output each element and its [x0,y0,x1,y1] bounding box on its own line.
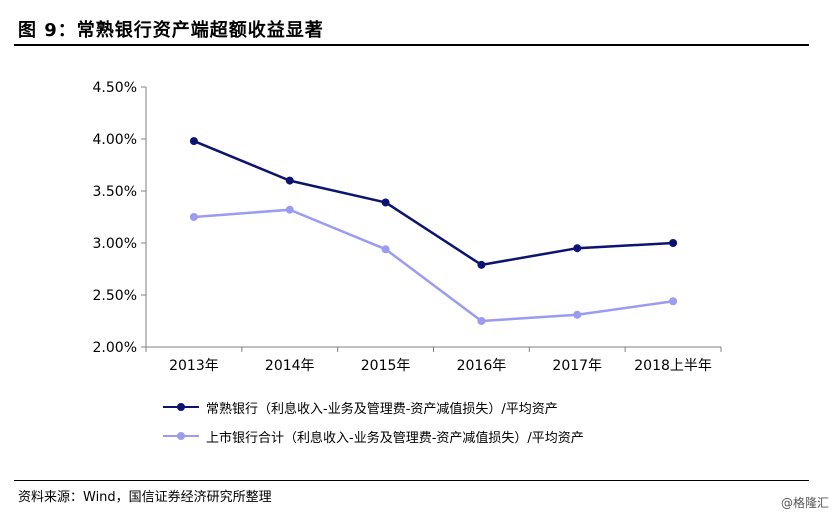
data-point-changshu [669,239,678,247]
y-tick-label: 4.00% [93,132,137,148]
x-tick-label: 2014年 [265,358,315,374]
x-tick-label: 2016年 [457,358,507,374]
y-tick-label: 3.00% [93,236,137,252]
x-tick-label: 2015年 [361,358,411,374]
legend-label-changshu: 常熟银行（利息收入-业务及管理费-资产减值损失）/平均资产 [206,402,558,417]
y-tick-label: 2.50% [93,288,137,304]
chart-title: 图 9：常熟银行资产端超额收益显著 [18,20,324,41]
data-point-listed-banks [285,205,294,214]
data-point-changshu [189,137,198,146]
source-note: 资料来源：Wind，国信证券经济研究所整理 [18,490,272,505]
data-point-changshu [477,260,486,269]
title-bar: 图 9：常熟银行资产端超额收益显著 [14,10,809,46]
watermark: @格隆汇 [780,496,829,510]
y-tick-label: 3.50% [93,184,137,200]
data-point-listed-banks [669,297,678,306]
data-point-changshu [573,244,582,253]
footer-divider [14,480,809,481]
series-line-listed-banks [193,208,674,323]
data-point-changshu [285,176,294,185]
legend-label-listed-banks: 上市银行合计（利息收入-业务及管理费-资产减值损失）/平均资产 [206,431,584,446]
data-point-listed-banks [189,213,198,221]
x-tick-label: 2017年 [552,358,602,374]
data-point-listed-banks [573,310,582,319]
data-point-listed-banks [381,245,390,254]
y-tick-label: 2.00% [93,340,137,356]
x-tick-label: 2013年 [169,358,219,374]
y-tick-label: 4.50% [93,80,137,96]
legend-marker-listed-banks [177,432,185,440]
data-point-listed-banks [477,317,486,325]
data-point-changshu [381,198,390,207]
series-line-changshu [193,139,674,267]
x-tick-label: 2018上半年 [634,358,712,374]
legend-marker-changshu [177,403,185,411]
